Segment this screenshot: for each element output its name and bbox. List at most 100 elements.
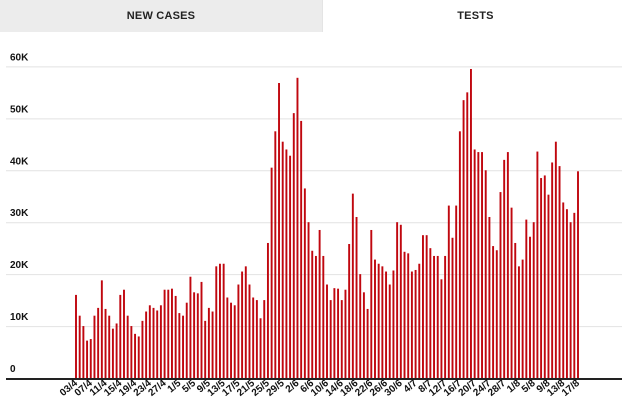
bar <box>399 224 402 378</box>
bar <box>529 236 531 378</box>
bar <box>388 284 391 378</box>
bar <box>200 281 203 378</box>
bar <box>89 339 92 378</box>
bar <box>278 83 280 378</box>
x-axis-labels: 03/407/411/415/419/423/427/41/55/59/513/… <box>58 378 582 399</box>
bar <box>470 68 472 379</box>
bar <box>281 141 284 378</box>
bar <box>348 244 351 378</box>
bar <box>532 222 535 378</box>
bar <box>444 255 447 378</box>
bar <box>252 297 255 378</box>
bar <box>230 302 232 378</box>
y-tick-label: 10K <box>10 312 29 323</box>
bar <box>447 205 450 378</box>
bar <box>392 270 395 378</box>
bar <box>126 315 129 378</box>
bar <box>263 300 266 378</box>
bar <box>145 311 148 378</box>
bar <box>407 253 410 378</box>
y-tick-label: 30K <box>10 208 29 219</box>
bar <box>543 175 546 378</box>
bar <box>108 315 111 378</box>
bar <box>207 307 210 378</box>
bar <box>506 152 509 378</box>
bar <box>314 255 317 378</box>
bar <box>503 159 506 378</box>
bar <box>484 170 487 378</box>
bar <box>285 149 288 378</box>
bar <box>178 313 181 378</box>
bar <box>104 308 107 378</box>
bar <box>562 202 565 378</box>
bar <box>514 242 517 378</box>
bar <box>554 141 557 378</box>
bar <box>289 155 292 378</box>
bar <box>219 263 221 378</box>
bar <box>93 315 96 378</box>
bar <box>233 305 236 378</box>
bar <box>274 131 277 378</box>
bar <box>396 222 399 378</box>
y-tick-label: 60K <box>10 52 29 63</box>
bar <box>425 235 428 378</box>
bar <box>381 266 384 378</box>
bar <box>517 266 520 378</box>
bar <box>134 333 137 378</box>
bar <box>185 302 188 378</box>
bar <box>333 288 336 378</box>
bar <box>326 284 328 378</box>
bar <box>241 271 244 378</box>
bar <box>433 255 435 378</box>
bar <box>311 250 314 378</box>
bar <box>351 193 354 378</box>
bar <box>510 207 513 378</box>
bar <box>248 284 251 378</box>
tab-new-cases[interactable]: NEW CASES <box>0 0 322 32</box>
bar <box>481 152 483 378</box>
bar <box>97 307 100 378</box>
bar <box>525 219 528 378</box>
bar <box>296 77 299 378</box>
y-tick-label: 50K <box>10 104 29 115</box>
bar <box>577 171 579 378</box>
bar <box>222 263 225 378</box>
bar <box>303 188 306 378</box>
bar <box>156 310 159 378</box>
bar <box>292 113 295 378</box>
bar <box>141 320 144 378</box>
bar <box>540 178 543 378</box>
bar <box>211 311 214 378</box>
bar <box>377 263 380 378</box>
bar <box>307 222 310 378</box>
bar <box>182 315 184 378</box>
bar <box>473 149 476 378</box>
bar <box>78 315 81 378</box>
bar <box>355 217 358 378</box>
bar <box>488 217 491 378</box>
tab-tests[interactable]: TESTS <box>322 0 628 32</box>
bar <box>466 92 469 378</box>
bar <box>244 266 247 378</box>
y-axis-labels: 0 10K 20K 30K 40K 50K 60K <box>10 52 29 375</box>
bar <box>318 229 321 378</box>
bar <box>259 318 262 378</box>
bar <box>410 271 413 378</box>
bar <box>499 192 502 378</box>
bar <box>455 205 458 378</box>
bar <box>429 248 432 378</box>
bar <box>148 305 151 378</box>
bars <box>75 68 579 379</box>
bar <box>337 288 340 378</box>
bar <box>193 292 196 378</box>
bar <box>130 326 133 378</box>
bar <box>255 300 258 378</box>
bar <box>82 326 85 378</box>
bar <box>171 288 173 378</box>
bar <box>462 100 465 379</box>
x-tick-label: 17/8 <box>560 378 582 399</box>
bar <box>329 300 332 378</box>
bar <box>547 194 550 378</box>
bar <box>458 131 461 378</box>
bar <box>119 294 122 378</box>
